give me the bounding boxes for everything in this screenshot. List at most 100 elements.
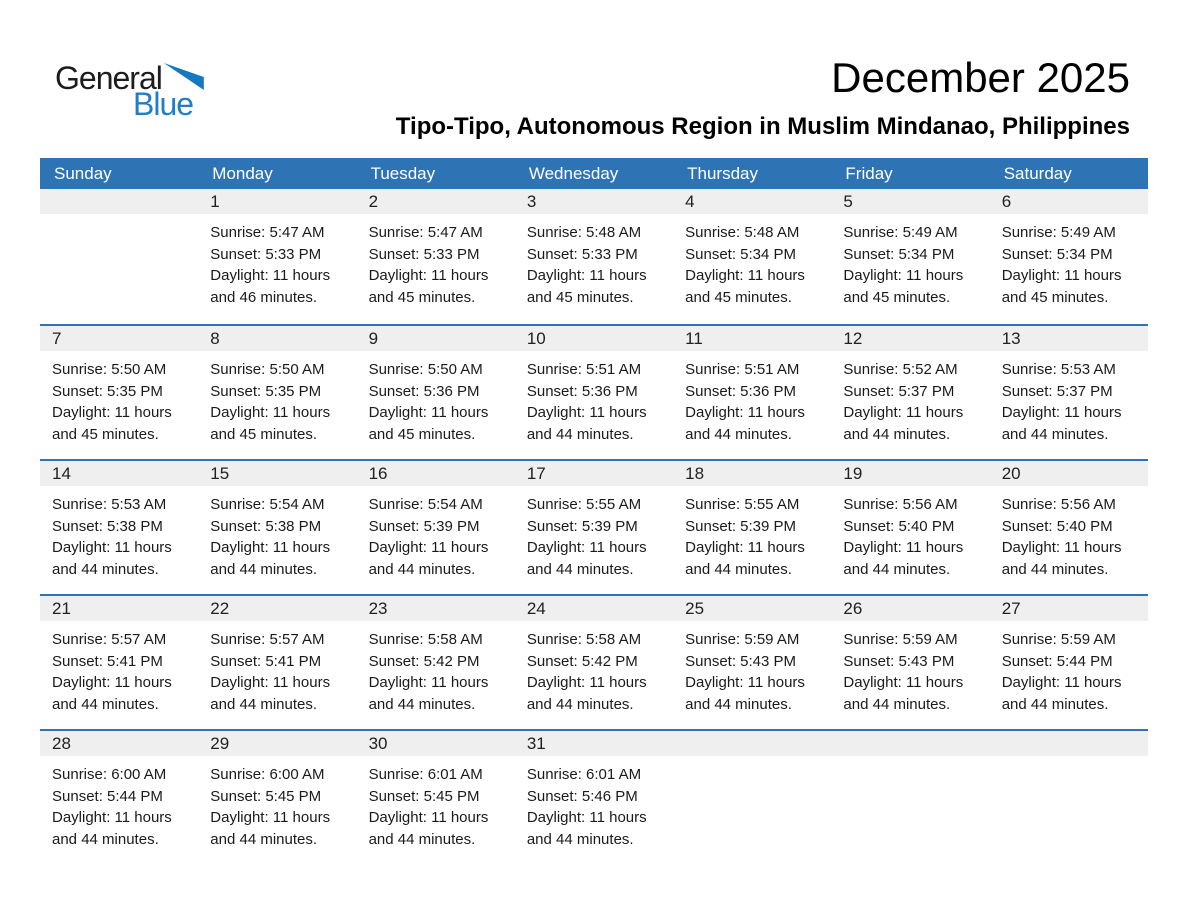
daylight-text-line1: Daylight: 11 hours — [1001, 267, 1122, 284]
daylight-text-line2: and 45 minutes. — [526, 288, 634, 306]
day-details: Sunrise: 5:58 AM Sunset: 5:42 PM Daylight:… — [357, 621, 515, 715]
day-number: 1 — [198, 189, 357, 214]
day-details: Sunrise: 5:50 AM Sunset: 5:35 PM Daylight:… — [198, 351, 356, 445]
day-cell: 5 Sunrise: 5:49 AM Sunset: 5:34 PM Daylight… — [831, 189, 990, 324]
week-row: 7 Sunrise: 5:50 AM Sunset: 5:35 PM Daylight… — [40, 324, 1148, 459]
day-details: Sunrise: 5:50 AM Sunset: 5:35 PM Daylight:… — [40, 351, 198, 445]
daylight-text-line2: and 44 minutes. — [843, 425, 951, 443]
daylight-text-line1: Daylight: 11 hours — [843, 267, 964, 284]
sunset-text: Sunset: 5:39 PM — [526, 517, 638, 535]
daylight-text-line1: Daylight: 11 hours — [843, 539, 964, 556]
sunset-text: Sunset: 5:41 PM — [52, 652, 163, 670]
sunrise-text: Sunrise: 5:58 AM — [526, 631, 642, 648]
day-number: 4 — [673, 189, 832, 214]
daylight-text-line1: Daylight: 11 hours — [210, 674, 331, 691]
page-title: December 2025 — [831, 54, 1130, 101]
day-details: Sunrise: 5:58 AM Sunset: 5:42 PM Daylight:… — [515, 621, 673, 715]
day-number: 21 — [40, 596, 199, 621]
day-number: 20 — [989, 461, 1148, 486]
day-details: Sunrise: 5:57 AM Sunset: 5:41 PM Daylight:… — [198, 621, 356, 715]
day-number: 26 — [831, 596, 990, 621]
daylight-text-line2: and 46 minutes. — [210, 288, 318, 306]
sunset-text: Sunset: 5:42 PM — [526, 652, 638, 670]
day-details: Sunrise: 5:55 AM Sunset: 5:39 PM Daylight:… — [515, 486, 673, 580]
daylight-text-line1: Daylight: 11 hours — [843, 404, 964, 421]
daylight-text-line2: and 44 minutes. — [210, 695, 318, 713]
day-details: Sunrise: 5:47 AM Sunset: 5:33 PM Daylight:… — [198, 214, 356, 308]
daylight-text-line2: and 44 minutes. — [52, 830, 159, 848]
day-cell: 6 Sunrise: 5:49 AM Sunset: 5:34 PM Daylight… — [989, 189, 1148, 324]
sunset-text: Sunset: 5:39 PM — [368, 517, 480, 535]
day-number: 22 — [198, 596, 357, 621]
weekday-header: Wednesday — [528, 163, 619, 183]
sunrise-text: Sunrise: 5:56 AM — [1001, 496, 1116, 513]
sunset-text: Sunset: 5:45 PM — [368, 787, 480, 805]
day-details: Sunrise: 5:52 AM Sunset: 5:37 PM Daylight:… — [831, 351, 989, 445]
sunset-text: Sunset: 5:35 PM — [52, 382, 163, 400]
day-number: 6 — [989, 189, 1148, 214]
daylight-text-line2: and 44 minutes. — [52, 560, 159, 578]
sunrise-text: Sunrise: 5:58 AM — [368, 631, 483, 648]
logo-text-blue: Blue — [133, 86, 194, 122]
day-cell: 28 Sunrise: 6:00 AM Sunset: 5:44 PM Dayligh… — [40, 731, 199, 864]
daylight-text-line1: Daylight: 11 hours — [843, 674, 964, 691]
day-number — [673, 731, 832, 756]
sunrise-text: Sunrise: 5:59 AM — [1001, 631, 1116, 648]
day-number: 8 — [198, 326, 357, 351]
daylight-text-line2: and 44 minutes. — [526, 830, 634, 848]
week-row: 28 Sunrise: 6:00 AM Sunset: 5:44 PM Dayligh… — [40, 729, 1148, 864]
day-details: Sunrise: 5:59 AM Sunset: 5:43 PM Daylight:… — [831, 621, 989, 715]
day-number: 16 — [356, 461, 515, 486]
daylight-text-line1: Daylight: 11 hours — [210, 809, 331, 826]
sunset-text: Sunset: 5:46 PM — [526, 787, 638, 805]
day-cell: 23 Sunrise: 5:58 AM Sunset: 5:42 PM Dayligh… — [356, 596, 515, 729]
day-details: Sunrise: 5:53 AM Sunset: 5:37 PM Daylight:… — [990, 351, 1148, 445]
sunrise-text: Sunrise: 5:50 AM — [210, 361, 325, 378]
day-cell: 20 Sunrise: 5:56 AM Sunset: 5:40 PM Dayligh… — [989, 461, 1148, 594]
weekday-header: Thursday — [687, 163, 759, 183]
day-number — [40, 189, 199, 214]
sunrise-text: Sunrise: 5:57 AM — [210, 631, 325, 648]
empty-day-cell — [673, 731, 832, 864]
day-cell: 12 Sunrise: 5:52 AM Sunset: 5:37 PM Dayligh… — [831, 326, 990, 459]
sunset-text: Sunset: 5:36 PM — [685, 382, 797, 400]
day-cell: 22 Sunrise: 5:57 AM Sunset: 5:41 PM Dayligh… — [198, 596, 357, 729]
sunset-text: Sunset: 5:38 PM — [52, 517, 163, 535]
sunset-text: Sunset: 5:42 PM — [368, 652, 480, 670]
weekday-header: Friday — [845, 163, 893, 183]
sunrise-text: Sunrise: 5:53 AM — [52, 496, 167, 513]
daylight-text-line1: Daylight: 11 hours — [685, 674, 805, 691]
daylight-text-line1: Daylight: 11 hours — [526, 267, 647, 284]
daylight-text-line1: Daylight: 11 hours — [685, 539, 805, 556]
daylight-text-line2: and 44 minutes. — [52, 695, 159, 713]
day-number: 23 — [356, 596, 515, 621]
daylight-text-line1: Daylight: 11 hours — [685, 404, 805, 421]
day-cell: 19 Sunrise: 5:56 AM Sunset: 5:40 PM Dayligh… — [831, 461, 990, 594]
sunrise-text: Sunrise: 5:51 AM — [526, 361, 642, 378]
daylight-text-line2: and 45 minutes. — [368, 425, 476, 443]
daylight-text-line1: Daylight: 11 hours — [368, 404, 489, 421]
day-cell: 9 Sunrise: 5:50 AM Sunset: 5:36 PM Daylight… — [356, 326, 515, 459]
empty-day-cell — [40, 189, 199, 324]
day-details: Sunrise: 6:00 AM Sunset: 5:44 PM Daylight:… — [40, 756, 198, 850]
day-details: Sunrise: 5:56 AM Sunset: 5:40 PM Daylight:… — [831, 486, 989, 580]
day-cell: 26 Sunrise: 5:59 AM Sunset: 5:43 PM Dayligh… — [831, 596, 990, 729]
day-number: 17 — [514, 461, 674, 486]
day-cell: 15 Sunrise: 5:54 AM Sunset: 5:38 PM Dayligh… — [198, 461, 357, 594]
sunset-text: Sunset: 5:35 PM — [210, 382, 322, 400]
sunset-text: Sunset: 5:38 PM — [210, 517, 322, 535]
daylight-text-line2: and 45 minutes. — [1001, 288, 1109, 306]
sunrise-text: Sunrise: 5:51 AM — [685, 361, 800, 378]
daylight-text-line2: and 44 minutes. — [843, 695, 951, 713]
daylight-text-line2: and 44 minutes. — [368, 560, 476, 578]
sunset-text: Sunset: 5:34 PM — [685, 245, 797, 263]
sunrise-text: Sunrise: 5:50 AM — [368, 361, 483, 378]
day-number: 30 — [356, 731, 515, 756]
title-block: December 2025 Tipo-Tipo, Autonomous Regi… — [330, 57, 1130, 141]
day-details: Sunrise: 5:54 AM Sunset: 5:39 PM Daylight:… — [357, 486, 515, 580]
sunrise-text: Sunrise: 5:48 AM — [526, 224, 642, 241]
calendar-weeks: 1 Sunrise: 5:47 AM Sunset: 5:33 PM Daylight… — [40, 189, 1148, 864]
day-cell: 2 Sunrise: 5:47 AM Sunset: 5:33 PM Daylight… — [356, 189, 515, 324]
day-number — [831, 731, 990, 756]
